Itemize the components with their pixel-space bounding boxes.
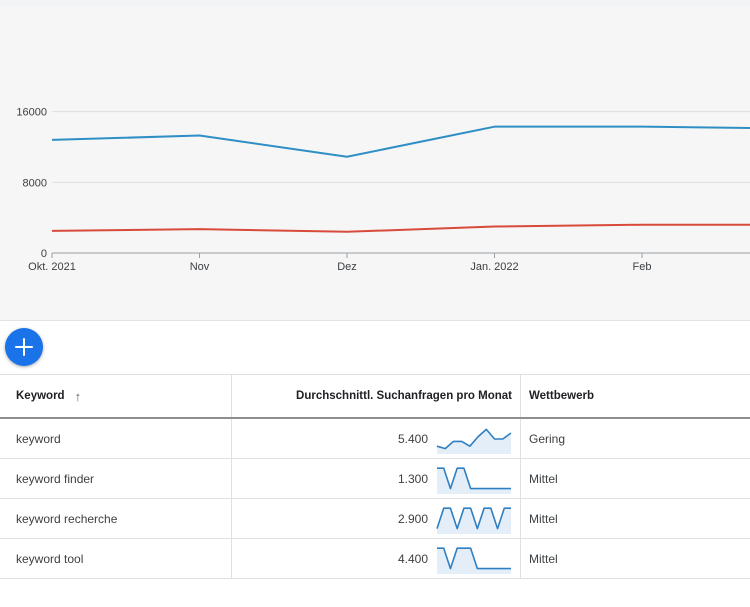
table-row[interactable]: keyword tool 4.400 Mittel	[0, 539, 750, 579]
competition-cell: Mittel	[521, 459, 750, 498]
keyword-cell: keyword recherche	[0, 499, 232, 538]
series-line-red	[51, 223, 750, 233]
y-tick-label: 16000	[16, 107, 47, 119]
column-header-keyword[interactable]: Keyword ↑	[0, 375, 232, 417]
table-row[interactable]: keyword recherche 2.900 Mittel	[0, 499, 750, 539]
sparkline-line	[436, 506, 511, 529]
sparkline-line	[436, 428, 512, 449]
competition-value: Mittel	[529, 511, 558, 526]
keyword-table: Keyword ↑ Durchschnittl. Suchanfragen pr…	[0, 374, 750, 579]
competition-cell: Mittel	[521, 499, 750, 538]
keyword-cell: keyword	[0, 419, 232, 458]
competition-cell: Gering	[521, 419, 750, 458]
avg-searches-value: 1.300	[397, 471, 428, 486]
plus-icon	[15, 338, 33, 356]
keyword-cell: keyword tool	[0, 539, 232, 578]
keyword-text: keyword tool	[16, 551, 84, 566]
x-tick-label: Dez	[337, 261, 357, 273]
keyword-text: keyword recherche	[16, 511, 118, 526]
avg-searches-value: 4.400	[397, 551, 428, 566]
column-header-competition-label: Wettbewerb	[529, 390, 594, 402]
table-row[interactable]: keyword 5.400 Gering	[0, 419, 750, 459]
add-button[interactable]	[5, 328, 43, 366]
keyword-text: keyword finder	[16, 471, 95, 486]
y-tick-label: 8000	[23, 177, 47, 189]
arrow-up-icon[interactable]: ↑	[74, 388, 82, 404]
x-tick-label: Feb	[633, 261, 652, 273]
competition-value: Mittel	[529, 471, 558, 486]
keyword-text: keyword	[16, 431, 61, 446]
avg-searches-cell: 2.900	[232, 499, 521, 538]
table-header-row: Keyword ↑ Durchschnittl. Suchanfragen pr…	[0, 375, 750, 419]
sparkline-line	[437, 546, 511, 569]
keyword-cell: keyword finder	[0, 459, 232, 498]
x-tick-label: Nov	[190, 261, 210, 273]
avg-searches-value: 2.900	[397, 511, 428, 526]
trend-sparkline	[436, 428, 512, 454]
x-tick-label: Jan. 2022	[470, 261, 518, 273]
column-header-avg-searches[interactable]: Durchschnittl. Suchanfragen pro Monat	[232, 375, 521, 417]
chart-panel: 16000 8000 0 Okt. 2021 Nov Dez Jan. 2022 Feb	[0, 6, 750, 321]
competition-cell: Mittel	[521, 539, 750, 578]
avg-searches-cell: 5.400	[232, 419, 521, 458]
avg-searches-cell: 4.400	[232, 539, 521, 578]
column-header-competition[interactable]: Wettbewerb	[521, 375, 750, 417]
sparkline-line	[437, 466, 511, 489]
y-tick-label: 0	[41, 248, 47, 260]
competition-value: Mittel	[529, 551, 558, 566]
series-line-blue	[51, 125, 750, 158]
x-tick-label: Okt. 2021	[28, 261, 76, 273]
column-header-avg-searches-label: Durchschnittl. Suchanfragen pro Monat	[296, 390, 512, 402]
avg-searches-value: 5.400	[397, 431, 428, 446]
table-row[interactable]: keyword finder 1.300 Mittel	[0, 459, 750, 499]
trend-sparkline	[437, 546, 511, 574]
column-header-keyword-label: Keyword	[16, 390, 65, 402]
trend-sparkline	[437, 466, 511, 494]
competition-value: Gering	[529, 431, 566, 446]
avg-searches-cell: 1.300	[232, 459, 521, 498]
trend-sparkline	[436, 506, 511, 534]
